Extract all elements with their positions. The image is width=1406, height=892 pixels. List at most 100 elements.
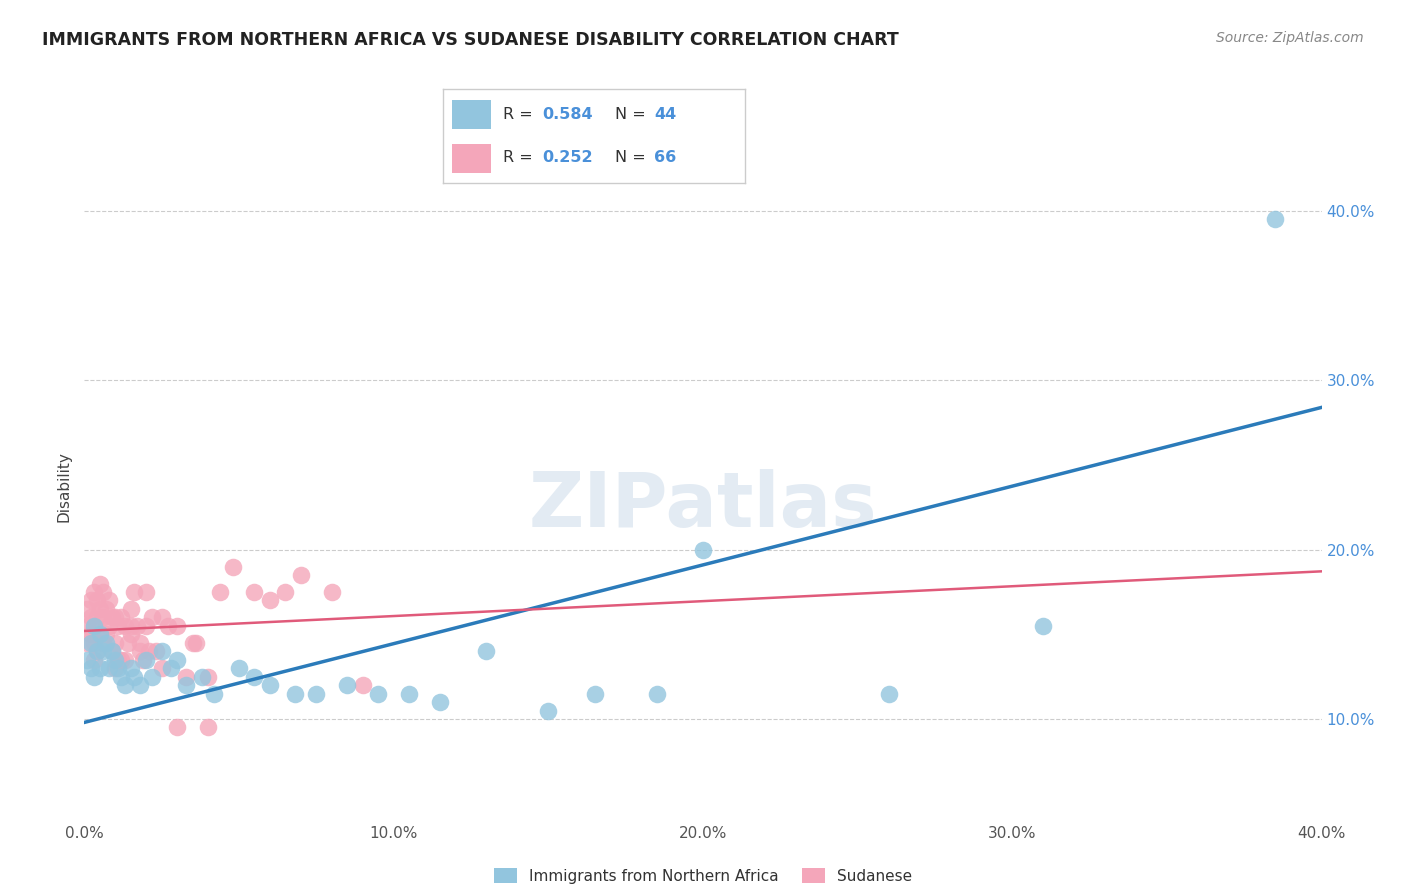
Point [692, 542, 714, 557]
Point [125, 619, 148, 633]
Text: 0.584: 0.584 [543, 107, 593, 122]
Point [138, 644, 160, 658]
Point [537, 704, 560, 718]
Point [243, 585, 266, 599]
Text: Source: ZipAtlas.com: Source: ZipAtlas.com [1216, 31, 1364, 45]
Y-axis label: Disability: Disability [56, 450, 72, 522]
Bar [451, 100, 491, 129]
Point [321, 585, 343, 599]
Point [98, 593, 121, 607]
Point [305, 687, 328, 701]
Point [76, 636, 98, 650]
Point [120, 661, 142, 675]
Point [114, 619, 136, 633]
Point [120, 619, 142, 633]
Point [202, 687, 225, 701]
Point [141, 610, 163, 624]
Text: N =: N = [616, 107, 651, 122]
Point [290, 568, 312, 582]
Text: 66: 66 [655, 150, 676, 165]
Point [284, 687, 307, 701]
Point [1264, 212, 1286, 227]
Point [89, 576, 111, 591]
Point [89, 602, 111, 616]
Point [94, 636, 117, 650]
Text: R =: R = [503, 150, 538, 165]
Text: R =: R = [503, 107, 538, 122]
Point [107, 661, 129, 675]
Point [228, 661, 250, 675]
Point [156, 619, 179, 633]
Point [86, 610, 108, 624]
Text: IMMIGRANTS FROM NORTHERN AFRICA VS SUDANESE DISABILITY CORRELATION CHART: IMMIGRANTS FROM NORTHERN AFRICA VS SUDAN… [42, 31, 898, 49]
Point [141, 670, 163, 684]
Point [76, 602, 98, 616]
Point [398, 687, 420, 701]
Point [98, 619, 121, 633]
Point [367, 687, 389, 701]
Point [1032, 619, 1054, 633]
Point [83, 670, 105, 684]
Point [110, 653, 132, 667]
Point [91, 644, 114, 658]
Point [181, 636, 204, 650]
Point [129, 636, 152, 650]
Point [150, 644, 173, 658]
Point [135, 653, 157, 667]
Point [135, 585, 157, 599]
Text: N =: N = [616, 150, 651, 165]
Point [352, 678, 374, 692]
Text: ZIPatlas: ZIPatlas [529, 469, 877, 543]
Point [120, 602, 142, 616]
Point [79, 636, 101, 650]
Point [104, 610, 127, 624]
Point [176, 678, 198, 692]
Point [79, 627, 101, 641]
Point [645, 687, 668, 701]
Point [107, 653, 129, 667]
Point [129, 678, 152, 692]
Bar [451, 144, 491, 173]
Point [132, 653, 155, 667]
Point [104, 661, 127, 675]
Point [98, 661, 121, 675]
Point [150, 610, 173, 624]
Point [89, 627, 111, 641]
Point [83, 653, 105, 667]
Point [94, 602, 117, 616]
Point [166, 653, 188, 667]
Point [122, 585, 145, 599]
Point [110, 670, 132, 684]
Point [83, 619, 105, 633]
Point [91, 636, 114, 650]
Point [877, 687, 900, 701]
Point [583, 687, 606, 701]
Point [101, 610, 124, 624]
Point [197, 670, 219, 684]
Point [259, 593, 281, 607]
Point [83, 585, 105, 599]
Point [76, 619, 98, 633]
Point [91, 610, 114, 624]
Point [475, 644, 498, 658]
Point [114, 653, 136, 667]
Point [89, 661, 111, 675]
Point [429, 695, 451, 709]
Text: 0.252: 0.252 [543, 150, 593, 165]
Point [94, 627, 117, 641]
Point [86, 593, 108, 607]
Point [110, 610, 132, 624]
Point [166, 619, 188, 633]
Point [122, 670, 145, 684]
Point [209, 585, 232, 599]
Point [101, 644, 124, 658]
Point [274, 585, 297, 599]
Point [184, 636, 207, 650]
Point [104, 636, 127, 650]
Point [135, 619, 157, 633]
Point [129, 644, 152, 658]
Point [79, 661, 101, 675]
Point [107, 619, 129, 633]
Point [89, 627, 111, 641]
Point [120, 627, 142, 641]
